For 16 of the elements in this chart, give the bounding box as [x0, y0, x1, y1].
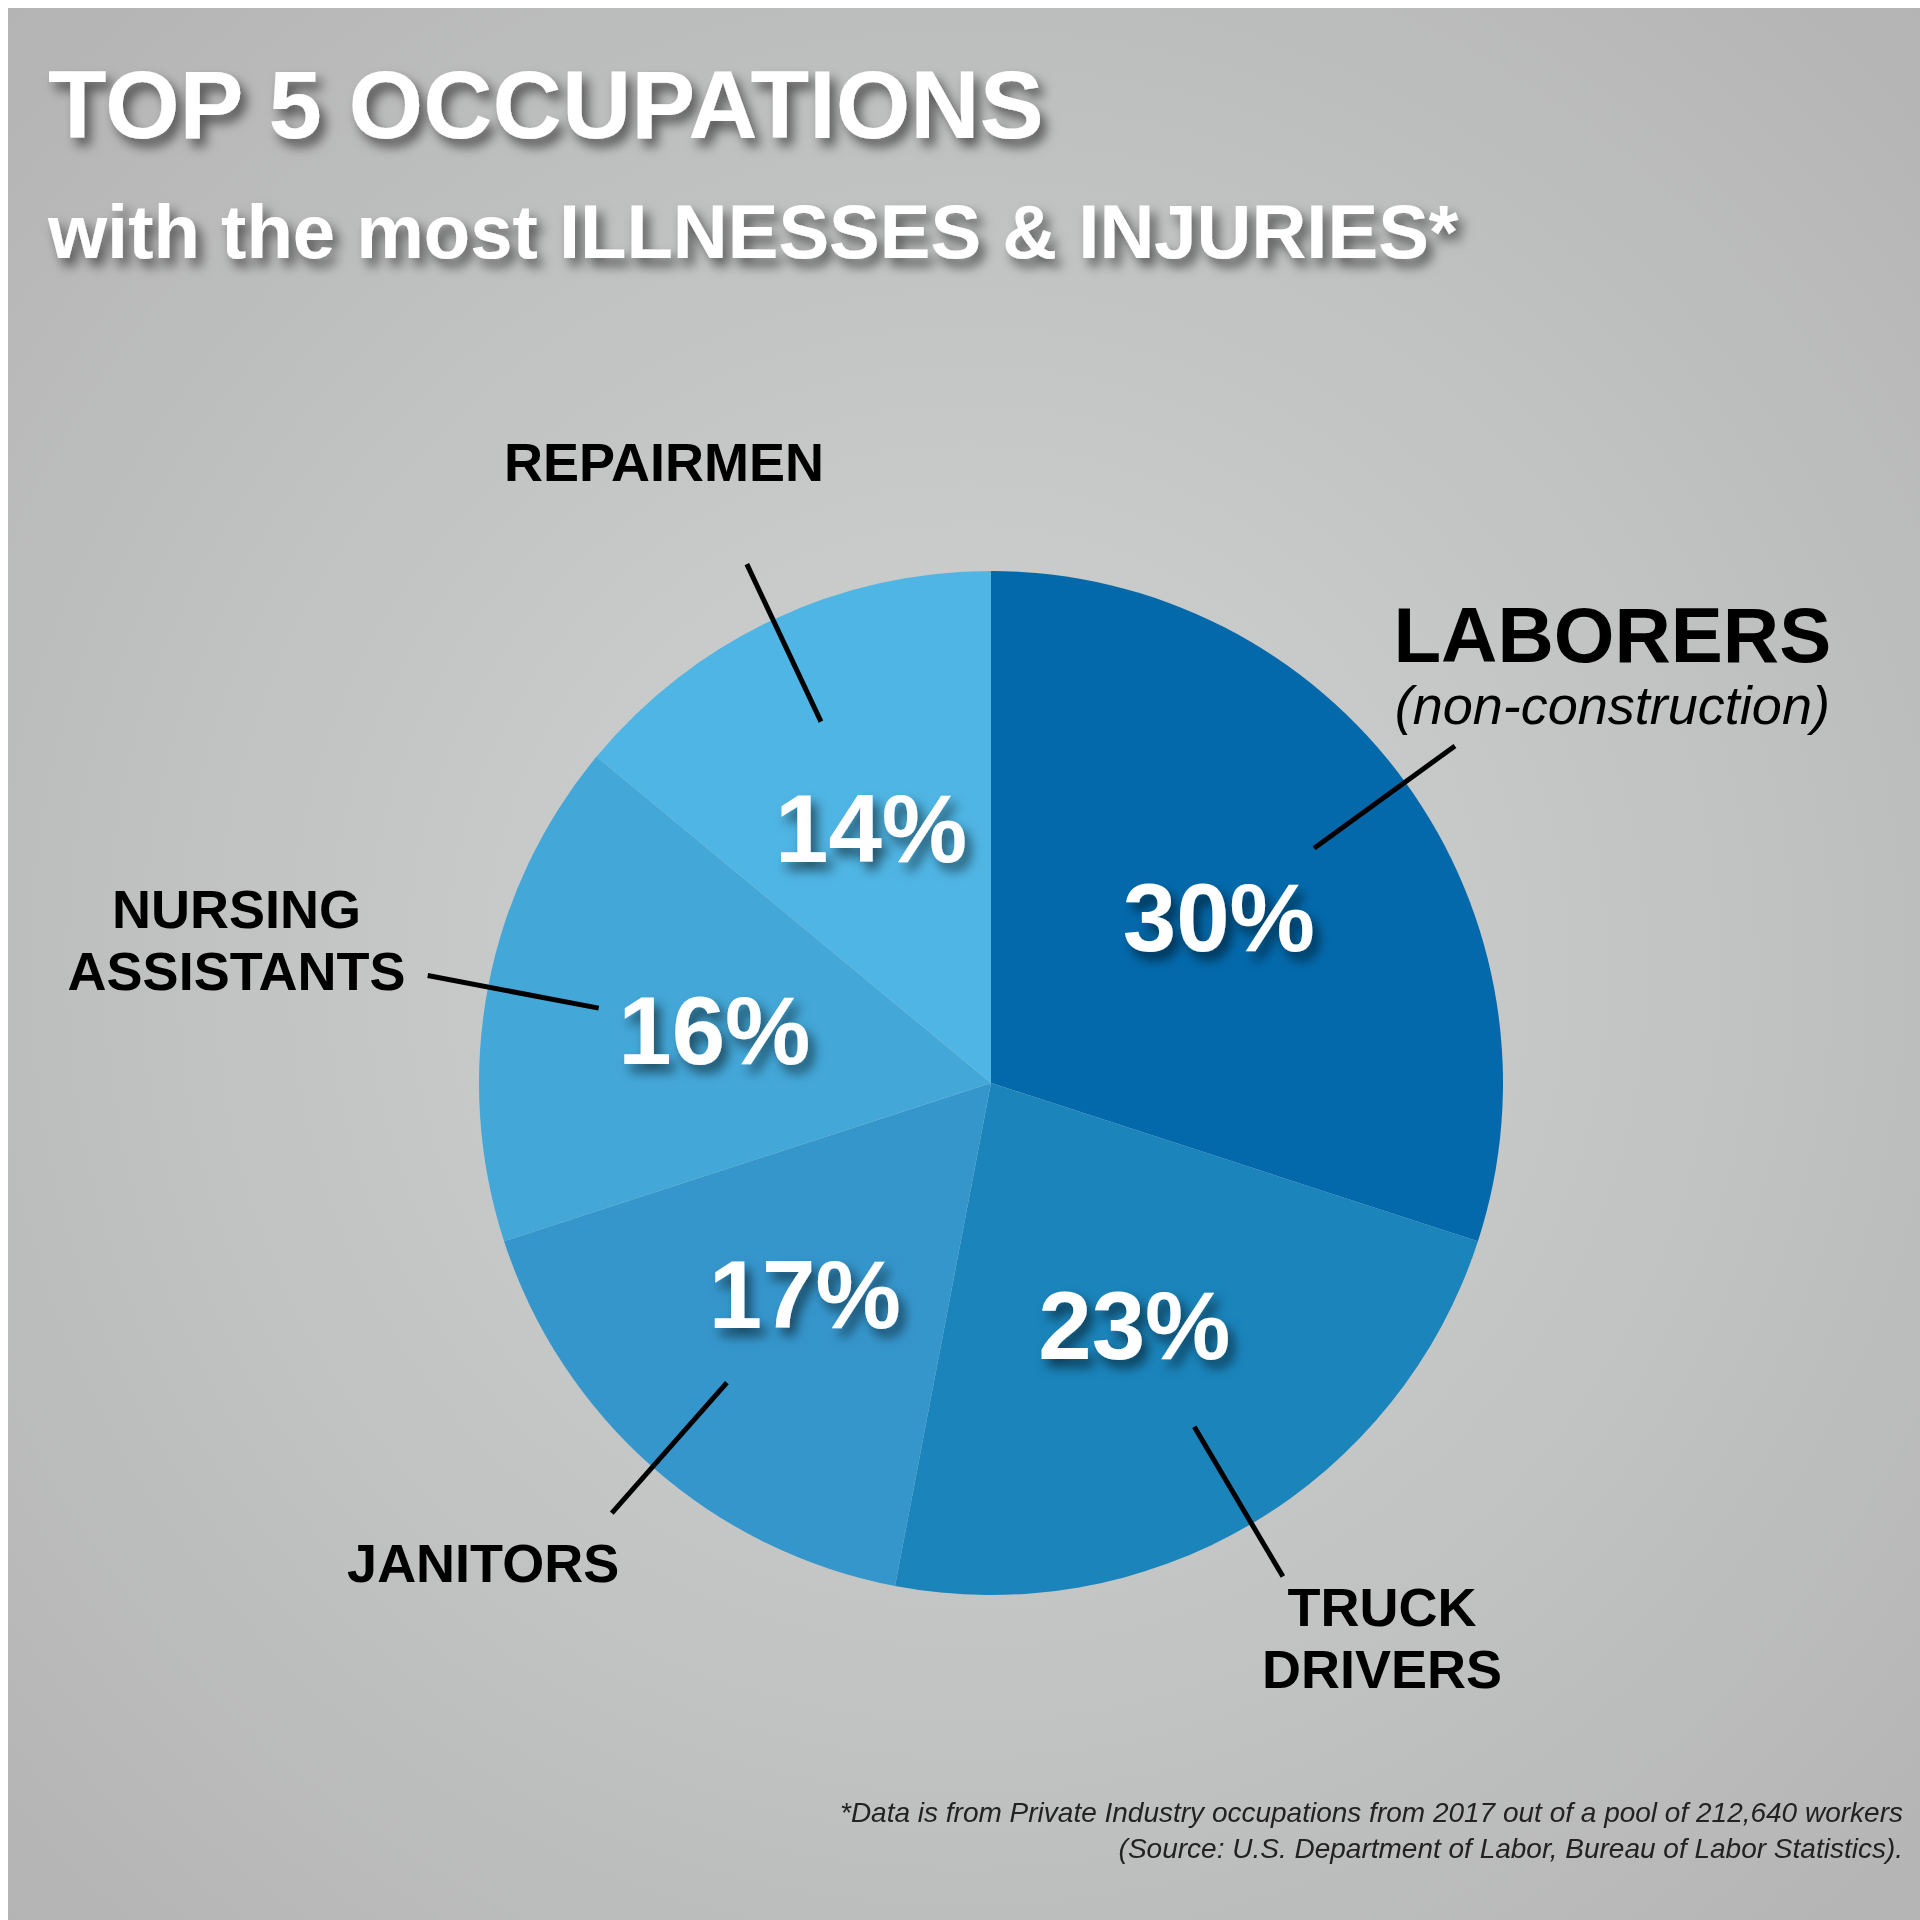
slice-label: NURSING ASSISTANTS: [67, 879, 406, 1002]
text: *Data is from Private Industry occupations from 2017 out of a pool of 212,640 workers: [839, 1797, 1903, 1828]
slice-label: JANITORS: [347, 1533, 620, 1594]
slice-label: REPAIRMEN: [503, 431, 825, 492]
chart-title: TOP 5 OCCUPATIONS: [48, 51, 1044, 158]
chart-subtitle: with the most ILLNESSES & INJURIES*: [47, 189, 1459, 274]
pie-slice: [596, 571, 991, 1083]
data-label: 14%: [775, 774, 968, 882]
slice-label: LABORERS (non-construction): [1393, 590, 1832, 735]
data-label: 16%: [618, 976, 811, 1084]
slice-label: TRUCK DRIVERS: [1261, 1576, 1502, 1699]
pie-slice: [480, 756, 991, 1242]
data-label: 23%: [1038, 1271, 1231, 1379]
text: (Source: U.S. Department of Labor, Bureau of Labor Statistics).: [1118, 1833, 1903, 1864]
data-label: 30%: [1122, 863, 1315, 971]
data-label: 17%: [708, 1240, 901, 1348]
